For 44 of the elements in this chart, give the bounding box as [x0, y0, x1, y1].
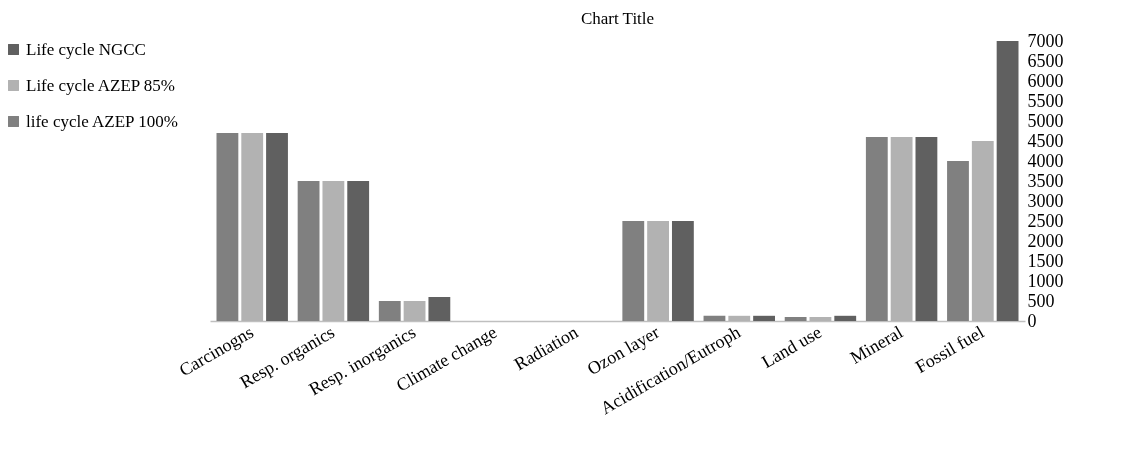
bar	[728, 315, 751, 321]
chart-title: Chart Title	[580, 9, 655, 28]
bar	[809, 317, 832, 321]
bar	[865, 137, 888, 321]
x-tick-label: Land use	[758, 321, 825, 373]
bar	[266, 133, 288, 321]
y-tick-label: 6000	[1027, 70, 1064, 91]
bar	[428, 297, 451, 321]
bar	[622, 221, 645, 321]
y-tick-label: 3000	[1027, 190, 1064, 211]
y-tick-label: 0	[1027, 310, 1037, 331]
y-tick-label: 3500	[1027, 170, 1064, 191]
y-tick-label: 500	[1027, 290, 1055, 311]
bar	[834, 315, 857, 321]
bar	[378, 301, 401, 321]
y-tick-label: 2500	[1027, 210, 1064, 231]
y-tick-label: 6500	[1027, 50, 1064, 71]
bar	[347, 181, 370, 321]
bar	[971, 141, 994, 321]
bar	[947, 161, 969, 321]
bar	[241, 133, 264, 321]
y-tick-label: 4000	[1027, 150, 1064, 171]
bar	[403, 301, 426, 321]
bar	[216, 133, 239, 321]
bar	[322, 181, 345, 321]
y-tick-label: 1500	[1027, 250, 1064, 271]
legend-label: Life cycle AZEP 85%	[26, 75, 176, 95]
bar	[647, 221, 669, 321]
y-tick-label: 7000	[1027, 30, 1064, 51]
bar	[297, 181, 320, 321]
y-tick-label: 5000	[1027, 110, 1064, 131]
bar	[996, 41, 1019, 321]
bar	[671, 221, 694, 321]
legend-label: Life cycle NGCC	[26, 39, 146, 59]
y-tick-label: 4500	[1027, 130, 1064, 151]
bar	[890, 137, 913, 321]
legend-label: life cycle AZEP 100%	[26, 111, 178, 131]
bar	[753, 315, 775, 321]
y-tick-label: 1000	[1027, 270, 1064, 291]
y-tick-label: 5500	[1027, 90, 1064, 111]
y-tick-label: 2000	[1027, 230, 1064, 251]
bar	[784, 317, 807, 321]
bar	[915, 137, 938, 321]
bar	[703, 315, 726, 321]
